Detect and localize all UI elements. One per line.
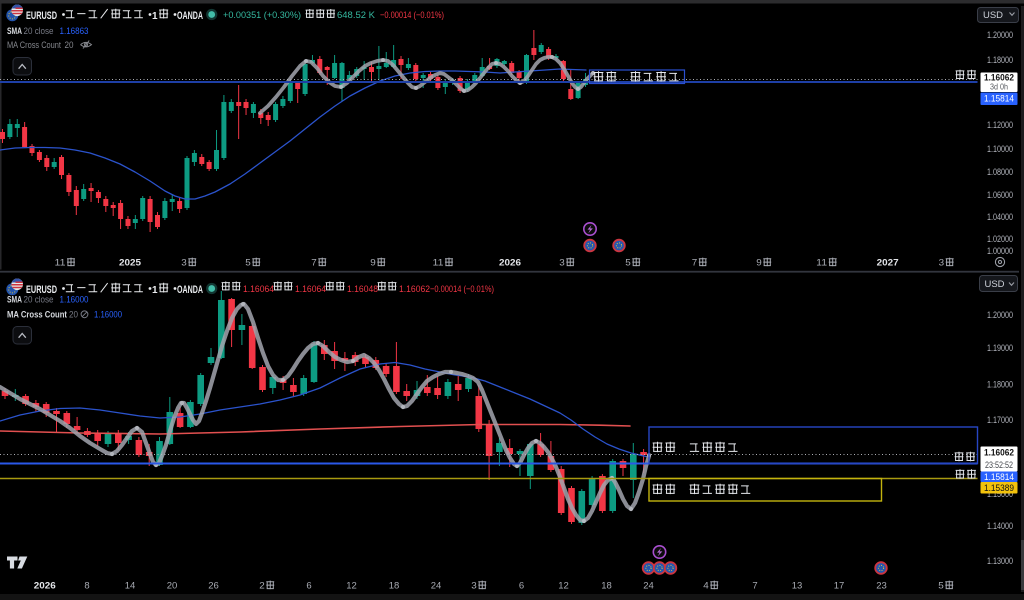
svg-text:+0.00351 (+0.30%): +0.00351 (+0.30%) [223, 10, 301, 21]
svg-text:EURUSD: EURUSD [26, 10, 57, 22]
svg-text:12: 12 [346, 581, 357, 592]
svg-text:7: 7 [311, 258, 317, 269]
svg-text:1.16863: 1.16863 [60, 26, 89, 37]
svg-text:1.20000: 1.20000 [987, 30, 1013, 41]
svg-text:3: 3 [471, 581, 477, 592]
svg-text:1.13000: 1.13000 [987, 556, 1013, 567]
svg-text:1.00000: 1.00000 [987, 246, 1013, 257]
svg-text:8: 8 [84, 581, 89, 592]
svg-text:1.16062: 1.16062 [984, 448, 1014, 459]
svg-text:1.16000: 1.16000 [60, 294, 89, 305]
svg-text:2026: 2026 [34, 581, 56, 592]
svg-text:5: 5 [938, 581, 944, 592]
svg-text:1: 1 [152, 285, 158, 296]
svg-text:11: 11 [433, 258, 444, 269]
svg-text:1.16064: 1.16064 [295, 284, 326, 295]
svg-text:1: 1 [152, 11, 158, 22]
svg-text:11: 11 [55, 258, 66, 269]
svg-text:1.14000: 1.14000 [987, 521, 1013, 532]
svg-text:1.16062: 1.16062 [399, 284, 430, 295]
svg-text:24: 24 [643, 581, 654, 592]
svg-text:1.18000: 1.18000 [987, 55, 1013, 66]
svg-text:3: 3 [939, 258, 945, 269]
svg-text:6: 6 [306, 581, 311, 592]
svg-text:20 close: 20 close [24, 294, 54, 304]
svg-text:SMA: SMA [7, 26, 22, 36]
svg-text:18: 18 [389, 581, 400, 592]
svg-text:3: 3 [559, 258, 565, 269]
svg-text:EURUSD: EURUSD [26, 284, 57, 296]
svg-text:3: 3 [181, 258, 187, 269]
svg-text:7: 7 [752, 581, 757, 592]
svg-text:2025: 2025 [119, 258, 142, 269]
svg-text:9: 9 [370, 258, 376, 269]
svg-text:1.20000: 1.20000 [987, 310, 1013, 321]
svg-text:1.19000: 1.19000 [987, 343, 1013, 354]
svg-text:1.16062: 1.16062 [984, 73, 1014, 84]
svg-text:1.18000: 1.18000 [987, 380, 1013, 391]
svg-text:−0.00014 (−0.01%): −0.00014 (−0.01%) [430, 284, 494, 295]
svg-text:USD: USD [985, 279, 1005, 290]
svg-text:4: 4 [703, 581, 709, 592]
svg-text:1.15814: 1.15814 [984, 472, 1014, 483]
svg-text:13: 13 [792, 581, 803, 592]
svg-text:1.17000: 1.17000 [987, 415, 1013, 426]
svg-text:23: 23 [876, 581, 887, 592]
svg-text:MA Cross Count: MA Cross Count [7, 40, 61, 50]
svg-text:MA Cross Count: MA Cross Count [7, 310, 67, 320]
svg-text:OANDA: OANDA [177, 284, 203, 296]
svg-text:1.02000: 1.02000 [987, 234, 1013, 245]
svg-text:18: 18 [601, 581, 612, 592]
svg-text:1.04000: 1.04000 [987, 212, 1013, 223]
svg-text:SMA: SMA [7, 294, 22, 304]
svg-text:20: 20 [167, 581, 178, 592]
svg-text:6: 6 [519, 581, 524, 592]
svg-text:5: 5 [245, 258, 251, 269]
svg-text:20: 20 [69, 310, 78, 320]
svg-text:1.08000: 1.08000 [987, 167, 1013, 178]
svg-text:1.16000: 1.16000 [94, 310, 122, 321]
svg-text:2026: 2026 [499, 258, 521, 269]
svg-text:23:52:52: 23:52:52 [985, 460, 1013, 470]
svg-text:2027: 2027 [877, 258, 899, 269]
svg-text:1.15389: 1.15389 [984, 483, 1014, 494]
svg-text:648.52 K: 648.52 K [337, 10, 376, 21]
svg-text:OANDA: OANDA [177, 10, 203, 22]
svg-text:1.10000: 1.10000 [987, 144, 1013, 155]
svg-text:24: 24 [431, 581, 442, 592]
svg-text:1.16048: 1.16048 [347, 284, 378, 295]
svg-text:1.15000: 1.15000 [987, 489, 1013, 500]
svg-text:USD: USD [983, 10, 1003, 21]
svg-text:14: 14 [125, 581, 136, 592]
svg-text:1.15814: 1.15814 [984, 94, 1014, 105]
svg-text:17: 17 [834, 581, 845, 592]
svg-text:11: 11 [816, 258, 827, 269]
svg-text:1.16064: 1.16064 [243, 284, 274, 295]
svg-text:3d 0h: 3d 0h [990, 82, 1008, 92]
svg-text:1.12000: 1.12000 [987, 120, 1013, 131]
svg-text:2: 2 [259, 581, 265, 592]
svg-text:7: 7 [692, 258, 698, 269]
svg-text:5: 5 [625, 258, 631, 269]
svg-text:26: 26 [208, 581, 219, 592]
svg-text:9: 9 [756, 258, 762, 269]
svg-text:−0.00014 (−0.01%): −0.00014 (−0.01%) [380, 10, 444, 21]
svg-text:20 close: 20 close [24, 26, 54, 36]
svg-text:1.06000: 1.06000 [987, 190, 1013, 201]
svg-text:12: 12 [558, 581, 569, 592]
svg-text:20: 20 [65, 40, 74, 50]
